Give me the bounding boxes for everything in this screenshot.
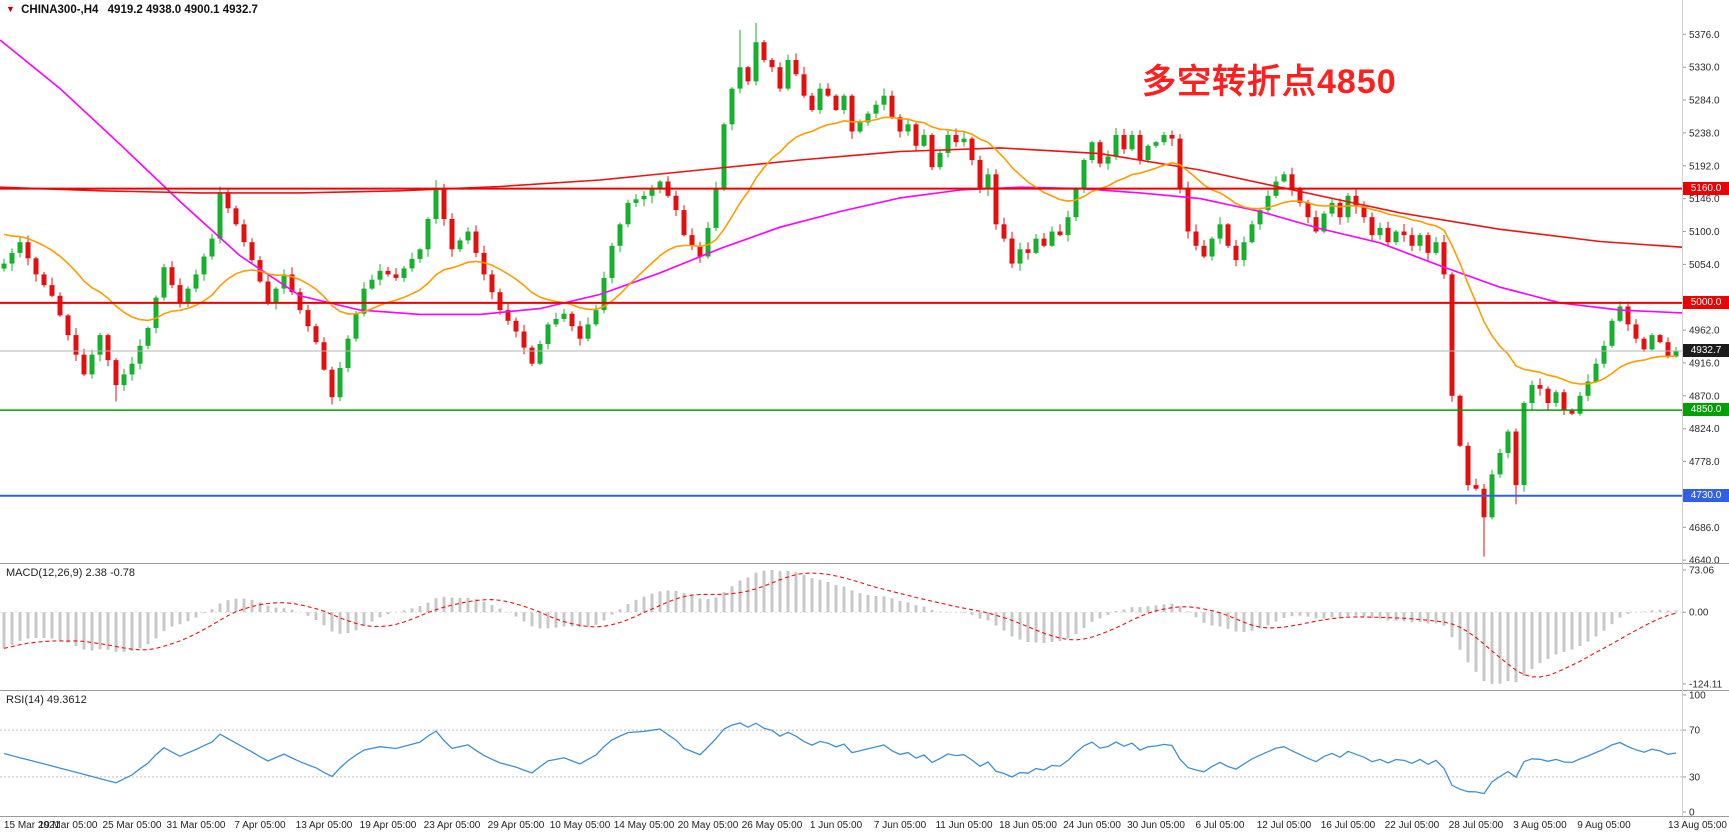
svg-text:73.06: 73.06 bbox=[1689, 566, 1714, 577]
svg-text:0: 0 bbox=[1689, 808, 1695, 817]
svg-text:4962.0: 4962.0 bbox=[1689, 326, 1720, 337]
price-axis-labels: 5376.0 5330.0 5284.0 5238.0 5192.0 5146.0 5100… bbox=[1682, 30, 1720, 563]
svg-text:4916.0: 4916.0 bbox=[1689, 358, 1720, 369]
time-label: 10 May 05:00 bbox=[549, 820, 611, 831]
svg-text:5146.0: 5146.0 bbox=[1689, 194, 1720, 205]
svg-text:0.00: 0.00 bbox=[1689, 608, 1709, 619]
main-chart-canvas[interactable]: 5376.0 5330.0 5284.0 5238.0 5192.0 5146.0 5100… bbox=[0, 0, 1729, 563]
rsi-value: 49.3612 bbox=[46, 694, 87, 706]
symbol-timeframe-label: CHINA300-,H4 bbox=[21, 4, 99, 16]
panel-separator[interactable] bbox=[0, 563, 1729, 564]
price-annotation[interactable]: 多空转折点4850 bbox=[1142, 63, 1397, 101]
time-label: 24 Jun 05:00 bbox=[1063, 820, 1121, 831]
time-label: 14 May 05:00 bbox=[613, 820, 675, 831]
symbol-marker-icon: ▼ bbox=[6, 4, 15, 14]
svg-text:30: 30 bbox=[1689, 772, 1701, 783]
time-label: 30 Jun 05:00 bbox=[1127, 820, 1185, 831]
time-label: 16 Jul 05:00 bbox=[1320, 820, 1376, 831]
svg-text:4824.0: 4824.0 bbox=[1689, 424, 1720, 435]
time-label: 22 Jul 05:00 bbox=[1384, 820, 1440, 831]
svg-text:4640.0: 4640.0 bbox=[1689, 556, 1720, 563]
time-label: 9 Aug 05:00 bbox=[1577, 820, 1631, 831]
time-label: 7 Jun 05:00 bbox=[873, 820, 927, 831]
time-label: 23 Apr 05:00 bbox=[423, 820, 481, 831]
svg-text:4686.0: 4686.0 bbox=[1689, 523, 1720, 534]
panel-separator[interactable] bbox=[0, 690, 1729, 691]
current-price-badge[interactable]: 4932.7 bbox=[1683, 344, 1729, 357]
ema-fast-orange bbox=[3, 116, 1677, 385]
time-label: 26 May 05:00 bbox=[741, 820, 803, 831]
macd-name: MACD(12,26,9) bbox=[6, 567, 83, 579]
time-label: 20 May 05:00 bbox=[677, 820, 739, 831]
svg-text:4778.0: 4778.0 bbox=[1689, 457, 1720, 468]
svg-text:5054.0: 5054.0 bbox=[1689, 260, 1720, 271]
svg-text:-124.11: -124.11 bbox=[1689, 679, 1723, 690]
price-badge-4730.0[interactable]: 4730.0 bbox=[1683, 488, 1729, 502]
svg-text:5100.0: 5100.0 bbox=[1689, 227, 1720, 238]
time-label: 29 Apr 05:00 bbox=[487, 820, 545, 831]
macd-axis-labels: 73.06 0.00 -124.11 bbox=[1682, 566, 1723, 690]
svg-text:5330.0: 5330.0 bbox=[1689, 63, 1720, 74]
rsi-name: RSI(14) bbox=[6, 694, 44, 706]
time-label: 19 Mar 05:00 bbox=[38, 820, 98, 831]
time-label: 13 Aug 05:00 bbox=[1668, 820, 1727, 831]
svg-text:70: 70 bbox=[1689, 726, 1701, 737]
time-label: 19 Apr 05:00 bbox=[359, 820, 417, 831]
svg-text:5284.0: 5284.0 bbox=[1689, 96, 1720, 107]
svg-text:5238.0: 5238.0 bbox=[1689, 128, 1720, 139]
svg-text:5376.0: 5376.0 bbox=[1689, 30, 1720, 41]
ma-long-red bbox=[0, 147, 1683, 248]
time-label: 15 Mar 2021 bbox=[3, 820, 61, 831]
time-label: 6 Jul 05:00 bbox=[1195, 820, 1245, 831]
macd-chart-canvas[interactable]: 73.06 0.00 -124.11 bbox=[0, 564, 1729, 690]
svg-text:5192.0: 5192.0 bbox=[1689, 161, 1720, 172]
svg-text:4870.0: 4870.0 bbox=[1689, 391, 1720, 402]
rsi-label: RSI(14) 49.3612 bbox=[6, 694, 87, 706]
time-label: 3 Aug 05:00 bbox=[1513, 820, 1567, 831]
macd-signal-line bbox=[3, 572, 1677, 678]
rsi-chart-canvas[interactable]: 100 70 30 0 bbox=[0, 691, 1729, 816]
time-label: 1 Jun 05:00 bbox=[809, 820, 863, 831]
svg-text:100: 100 bbox=[1689, 691, 1706, 702]
rsi-axis-labels: 100 70 30 0 bbox=[1682, 691, 1706, 816]
time-label: 25 Mar 05:00 bbox=[102, 820, 162, 831]
panel-separator bbox=[0, 816, 1729, 817]
ma-slow-magenta bbox=[0, 39, 1683, 316]
time-label: 31 Mar 05:00 bbox=[166, 820, 226, 831]
price-axis-line bbox=[1682, 0, 1683, 816]
macd-values: 2.38 -0.78 bbox=[85, 567, 136, 579]
macd-histogram bbox=[2, 570, 1678, 684]
macd-label: MACD(12,26,9) 2.38 -0.78 bbox=[6, 567, 135, 579]
time-label: 11 Jun 05:00 bbox=[935, 820, 993, 831]
time-label: 13 Apr 05:00 bbox=[295, 820, 353, 831]
time-label: 18 Jun 05:00 bbox=[999, 820, 1057, 831]
time-label: 7 Apr 05:00 bbox=[234, 820, 286, 831]
chart-title: ▼ CHINA300-,H4 4919.2 4938.0 4900.1 4932… bbox=[6, 4, 258, 16]
ohlc-readout: 4919.2 4938.0 4900.1 4932.7 bbox=[107, 4, 258, 16]
price-badge-4850.0[interactable]: 4850.0 bbox=[1683, 403, 1729, 417]
price-badge-5000.0[interactable]: 5000.0 bbox=[1683, 295, 1729, 309]
time-axis: 15 Mar 2021 19 Mar 05:00 25 Mar 05:00 31 Ma… bbox=[0, 817, 1729, 836]
time-label: 12 Jul 05:00 bbox=[1256, 820, 1312, 831]
time-label: 28 Jul 05:00 bbox=[1448, 820, 1504, 831]
price-badge-5160.0[interactable]: 5160.0 bbox=[1683, 181, 1729, 195]
rsi-line bbox=[3, 722, 1677, 795]
candles-layer bbox=[1, 22, 1679, 557]
